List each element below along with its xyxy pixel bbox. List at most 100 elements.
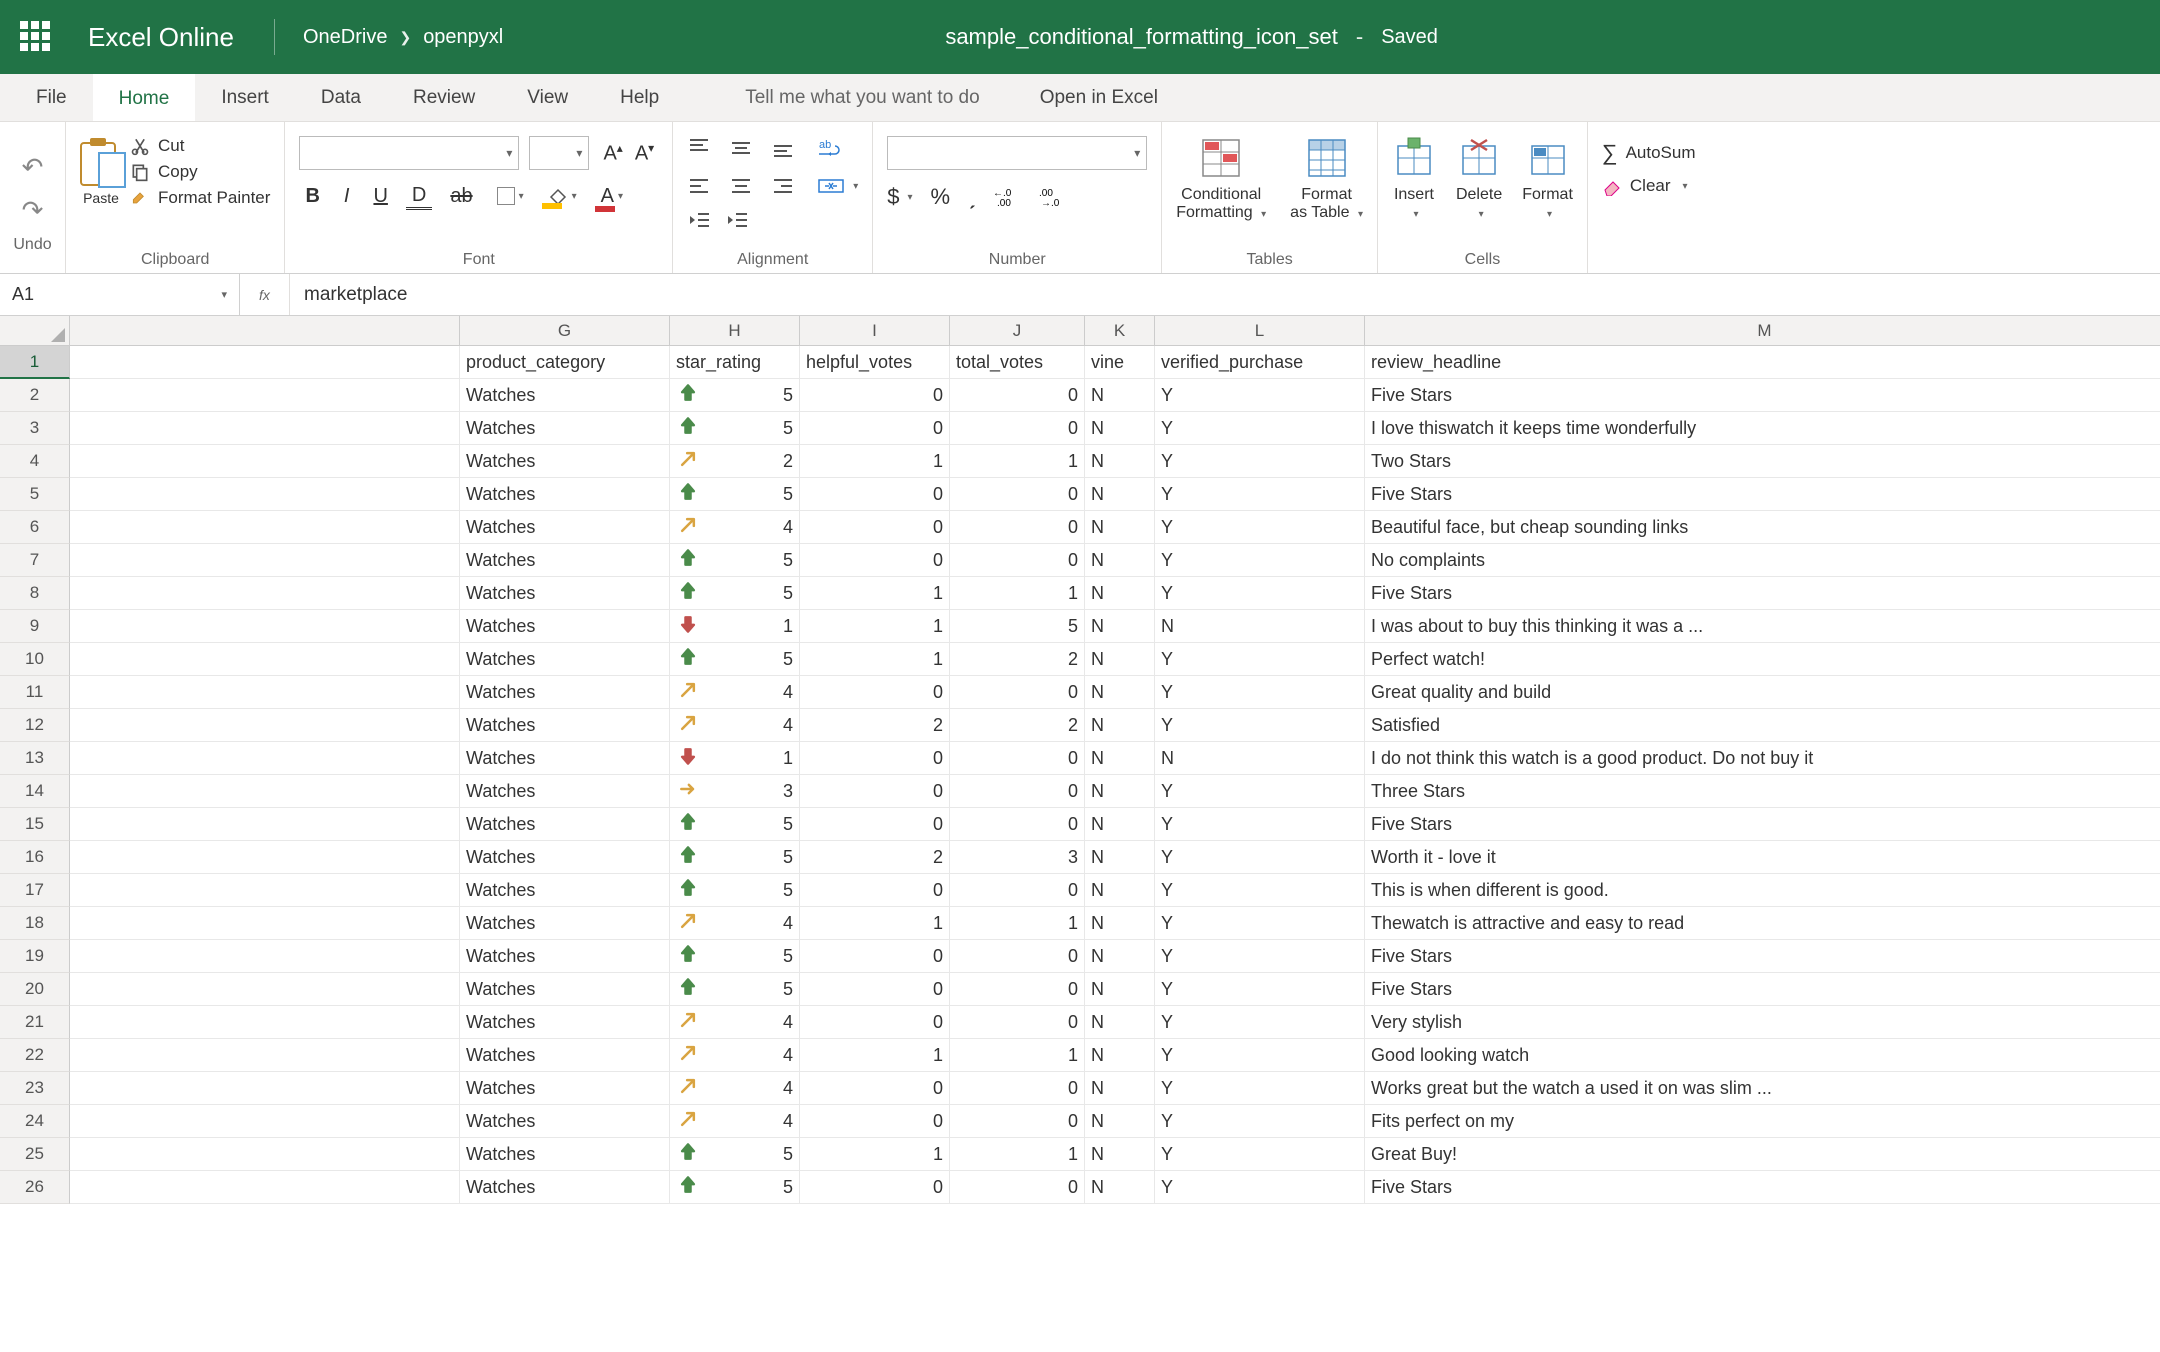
- cell-helpful_votes[interactable]: 0: [800, 1006, 950, 1039]
- number-format-combo[interactable]: ▾: [887, 136, 1147, 170]
- cell-total_votes[interactable]: 0: [950, 1171, 1085, 1204]
- cell-helpful_votes[interactable]: 0: [800, 940, 950, 973]
- currency-button[interactable]: $▾: [887, 184, 912, 210]
- shrink-font-button[interactable]: A▾: [631, 139, 658, 168]
- cell-star_rating[interactable]: 5: [670, 874, 800, 907]
- undo-button[interactable]: ↶: [22, 152, 44, 183]
- cell-vine[interactable]: N: [1085, 742, 1155, 775]
- row-header-4[interactable]: 4: [0, 445, 70, 478]
- cell-blank[interactable]: [70, 610, 460, 643]
- cell-total_votes[interactable]: 0: [950, 775, 1085, 808]
- row-header-9[interactable]: 9: [0, 610, 70, 643]
- cell-total_votes[interactable]: 0: [950, 808, 1085, 841]
- cell-review_headline[interactable]: Satisfied: [1365, 709, 2160, 742]
- cell-star_rating[interactable]: 5: [670, 1171, 800, 1204]
- cell-star_rating[interactable]: 2: [670, 445, 800, 478]
- cell-star_rating[interactable]: 4: [670, 709, 800, 742]
- underline-button[interactable]: U: [367, 183, 393, 210]
- document-title[interactable]: sample_conditional_formatting_icon_set: [945, 24, 1338, 50]
- increase-decimal-button[interactable]: ←.0.00: [993, 186, 1021, 208]
- tab-data[interactable]: Data: [295, 74, 387, 121]
- cell-helpful_votes[interactable]: 0: [800, 973, 950, 1006]
- cell-verified_purchase[interactable]: Y: [1155, 874, 1365, 907]
- row-header-3[interactable]: 3: [0, 412, 70, 445]
- cell-verified_purchase[interactable]: Y: [1155, 412, 1365, 445]
- cell-blank[interactable]: [70, 1171, 460, 1204]
- align-bottom-button[interactable]: [771, 136, 799, 164]
- cell-verified_purchase[interactable]: Y: [1155, 379, 1365, 412]
- cell-star_rating[interactable]: 5: [670, 841, 800, 874]
- cell-total_votes[interactable]: 2: [950, 709, 1085, 742]
- row-header-12[interactable]: 12: [0, 709, 70, 742]
- strikethrough-button[interactable]: ab: [444, 183, 478, 210]
- fx-label[interactable]: fx: [240, 274, 290, 315]
- cell-blank[interactable]: [70, 577, 460, 610]
- cell-verified_purchase[interactable]: Y: [1155, 808, 1365, 841]
- cell-review_headline[interactable]: Five Stars: [1365, 577, 2160, 610]
- cell-helpful_votes[interactable]: 0: [800, 379, 950, 412]
- cell-product_category[interactable]: Watches: [460, 973, 670, 1006]
- cell-star_rating[interactable]: 5: [670, 577, 800, 610]
- row-header-19[interactable]: 19: [0, 940, 70, 973]
- cell-verified_purchase[interactable]: Y: [1155, 841, 1365, 874]
- column-header-J[interactable]: J: [950, 316, 1085, 346]
- cell-product_category[interactable]: Watches: [460, 742, 670, 775]
- row-header-16[interactable]: 16: [0, 841, 70, 874]
- cell-review_headline[interactable]: Five Stars: [1365, 808, 2160, 841]
- format-cells-button[interactable]: Format▾: [1522, 136, 1573, 222]
- cell-star_rating[interactable]: 3: [670, 775, 800, 808]
- cell-product_category[interactable]: Watches: [460, 676, 670, 709]
- cell-vine[interactable]: N: [1085, 973, 1155, 1006]
- cell-helpful_votes[interactable]: 1: [800, 907, 950, 940]
- cell-star_rating[interactable]: 4: [670, 1072, 800, 1105]
- row-header-13[interactable]: 13: [0, 742, 70, 775]
- cell-review_headline[interactable]: Perfect watch!: [1365, 643, 2160, 676]
- cell-verified_purchase[interactable]: Y: [1155, 478, 1365, 511]
- cell-total_votes[interactable]: 1: [950, 907, 1085, 940]
- cell-product_category[interactable]: Watches: [460, 1039, 670, 1072]
- tab-file[interactable]: File: [10, 74, 93, 121]
- cell-review_headline[interactable]: Worth it - love it: [1365, 841, 2160, 874]
- cell-blank[interactable]: [70, 643, 460, 676]
- fill-color-button[interactable]: ▾: [542, 185, 583, 207]
- cell-star_rating[interactable]: 4: [670, 1006, 800, 1039]
- redo-button[interactable]: ↷: [22, 195, 44, 226]
- name-box[interactable]: A1 ▾: [0, 274, 240, 315]
- row-header-1[interactable]: 1: [0, 346, 70, 379]
- cell-verified_purchase[interactable]: Y: [1155, 544, 1365, 577]
- cell-review_headline[interactable]: Works great but the watch a used it on w…: [1365, 1072, 2160, 1105]
- cell-product_category[interactable]: Watches: [460, 775, 670, 808]
- cell-vine[interactable]: N: [1085, 874, 1155, 907]
- cell-blank[interactable]: [70, 940, 460, 973]
- cell-helpful_votes[interactable]: 1: [800, 643, 950, 676]
- cell-review_headline[interactable]: I love thiswatch it keeps time wonderful…: [1365, 412, 2160, 445]
- align-middle-button[interactable]: [729, 136, 757, 164]
- row-header-22[interactable]: 22: [0, 1039, 70, 1072]
- row-header-18[interactable]: 18: [0, 907, 70, 940]
- align-center-button[interactable]: [729, 174, 757, 202]
- cell-helpful_votes[interactable]: 0: [800, 412, 950, 445]
- cell-total_votes[interactable]: 1: [950, 445, 1085, 478]
- cell-star_rating[interactable]: 5: [670, 544, 800, 577]
- tab-view[interactable]: View: [501, 74, 594, 121]
- cell-review_headline[interactable]: This is when different is good.: [1365, 874, 2160, 907]
- cell-star_rating[interactable]: 4: [670, 1105, 800, 1138]
- cell-blank[interactable]: [70, 445, 460, 478]
- cell-product_category[interactable]: product_category: [460, 346, 670, 379]
- align-right-button[interactable]: [771, 174, 799, 202]
- cell-verified_purchase[interactable]: Y: [1155, 1072, 1365, 1105]
- tab-insert[interactable]: Insert: [195, 74, 295, 121]
- cell-blank[interactable]: [70, 907, 460, 940]
- cell-vine[interactable]: N: [1085, 1105, 1155, 1138]
- column-header-K[interactable]: K: [1085, 316, 1155, 346]
- cell-star_rating[interactable]: 5: [670, 940, 800, 973]
- column-header-I[interactable]: I: [800, 316, 950, 346]
- cell-helpful_votes[interactable]: 2: [800, 841, 950, 874]
- cell-helpful_votes[interactable]: 1: [800, 610, 950, 643]
- cell-blank[interactable]: [70, 775, 460, 808]
- cell-review_headline[interactable]: I do not think this watch is a good prod…: [1365, 742, 2160, 775]
- cell-blank[interactable]: [70, 1105, 460, 1138]
- grow-font-button[interactable]: A▴: [599, 139, 626, 168]
- cell-product_category[interactable]: Watches: [460, 610, 670, 643]
- cell-verified_purchase[interactable]: Y: [1155, 973, 1365, 1006]
